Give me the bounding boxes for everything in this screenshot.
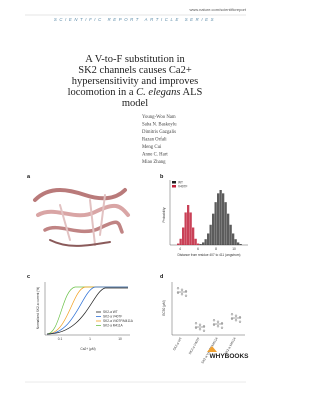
dot [202,329,206,332]
histogram-bar [194,238,197,245]
title-italic: C. elegans [136,87,180,98]
category-label: SK2-a WT [172,336,183,351]
legend-text: SK2-a V407F [103,315,122,319]
cover-art: www.nature.com/scientificreport SCIENTIF… [25,7,249,383]
histogram-bar [214,202,217,245]
histogram-bar [217,193,220,245]
title-line: model [122,98,148,109]
ticks: 0.1 1 10 [58,337,122,341]
title-part: locomotion in a [68,87,134,98]
author: Anne C. Hart [142,153,168,158]
title-line: SK2 channels causes Ca2+ [78,65,192,76]
legend-text: WT [178,181,183,185]
histogram-bar [179,238,182,245]
title-line: A V-to-F substitution in [85,54,185,65]
axis-label: Ca2+ (μM) [80,347,95,351]
histogram-bar [209,224,212,245]
axis-label: Probability [162,207,166,222]
dot [212,319,216,322]
panel-label: b [160,174,164,180]
tick-label: 4 [179,247,181,251]
series: SCIENTIFIC REPORT ARTICLE SERIES [54,17,216,22]
authors: Young-Woo Nam Saba N. Baskoylu Dimitris Ga… [142,115,177,165]
histogram: WT V407F Probability Distance from resid… [162,180,248,257]
panel-label: c [27,274,30,280]
tick-label: 10 [118,337,122,341]
panel-label: d [160,274,163,280]
histogram-bar [232,233,235,245]
categories: SK2-a WT SK2-a V407F SK2-a V407F/M411A SK2-… [172,336,237,365]
dot [180,288,184,291]
histogram-bar [237,242,240,245]
histogram-bar [239,243,242,245]
dot [220,326,224,329]
histogram-bar [227,213,230,245]
histogram-bar [219,190,222,245]
tick-label: 0.1 [58,337,63,341]
tick-label: 10 [232,247,236,251]
dot [238,320,242,323]
histogram-bar [184,212,187,245]
histogram-bar [234,239,237,245]
legend-text: SK2-a V407F/M411A [103,319,134,323]
histogram-bar [229,224,232,245]
dot [184,294,188,297]
tick-label: 6 [197,247,199,251]
panel-label: a [27,174,31,180]
logo-text: WHYBOOKS [210,353,250,360]
histogram-bar [222,193,225,245]
title-line: hypersensitivity and improves [72,76,199,87]
legend-text: SK2-a M411A [103,324,123,328]
author: Razan Orfali [142,138,167,143]
author: Miao Zhang [142,160,166,165]
dot [234,314,238,317]
histogram-bar [204,239,207,245]
dot-plot [171,282,245,336]
title-part: ALS [183,87,203,98]
histogram-bar [182,227,185,245]
dot [234,319,238,322]
histogram-bar [207,233,210,245]
histogram-bar [189,212,192,245]
logo: WHYBOOKS [207,346,249,360]
author: Meng Cui [142,145,162,150]
author: Dimitris Gazgalis [142,130,176,135]
histogram-bar [187,205,190,245]
legend-text: SK2-a WT [103,310,118,314]
histogram-bar [199,243,202,245]
histogram-bar [224,202,227,245]
author: Saba N. Baskoylu [142,123,177,128]
tick-label: 1 [89,337,91,341]
dot [198,328,202,331]
dot [216,320,220,323]
histogram-bar [192,227,195,245]
title-line: locomotion in a C. elegans ALS [68,87,203,98]
axis-label: Normalized SK2-a current (%) [36,287,40,330]
dot [216,325,220,328]
histogram-bar [177,243,180,245]
url: www.nature.com/scientificreport [190,7,247,12]
histogram-bar [202,242,205,245]
dot [176,287,180,290]
dots [176,287,242,332]
tick-label: 8 [215,247,217,251]
dot [230,313,234,316]
book-cover: www.nature.com/scientificreport SCIENTIF… [25,7,250,383]
author: Young-Woo Nam [142,115,176,120]
axis-label: Distance from residue 407 to 411 (angstr… [177,253,240,257]
protein-illustration [33,188,130,247]
dot [180,293,184,296]
legend-swatch [172,181,176,184]
dot [198,323,202,326]
category-label: SK2-a V407F [188,336,201,355]
histogram-bar [212,213,215,245]
dot [194,322,198,325]
legend-text: V407F [178,185,187,189]
legend-swatch [172,185,176,188]
dose-response [44,282,130,336]
histogram-bar [197,243,200,245]
axis-label: EC50 (μM) [162,300,166,315]
